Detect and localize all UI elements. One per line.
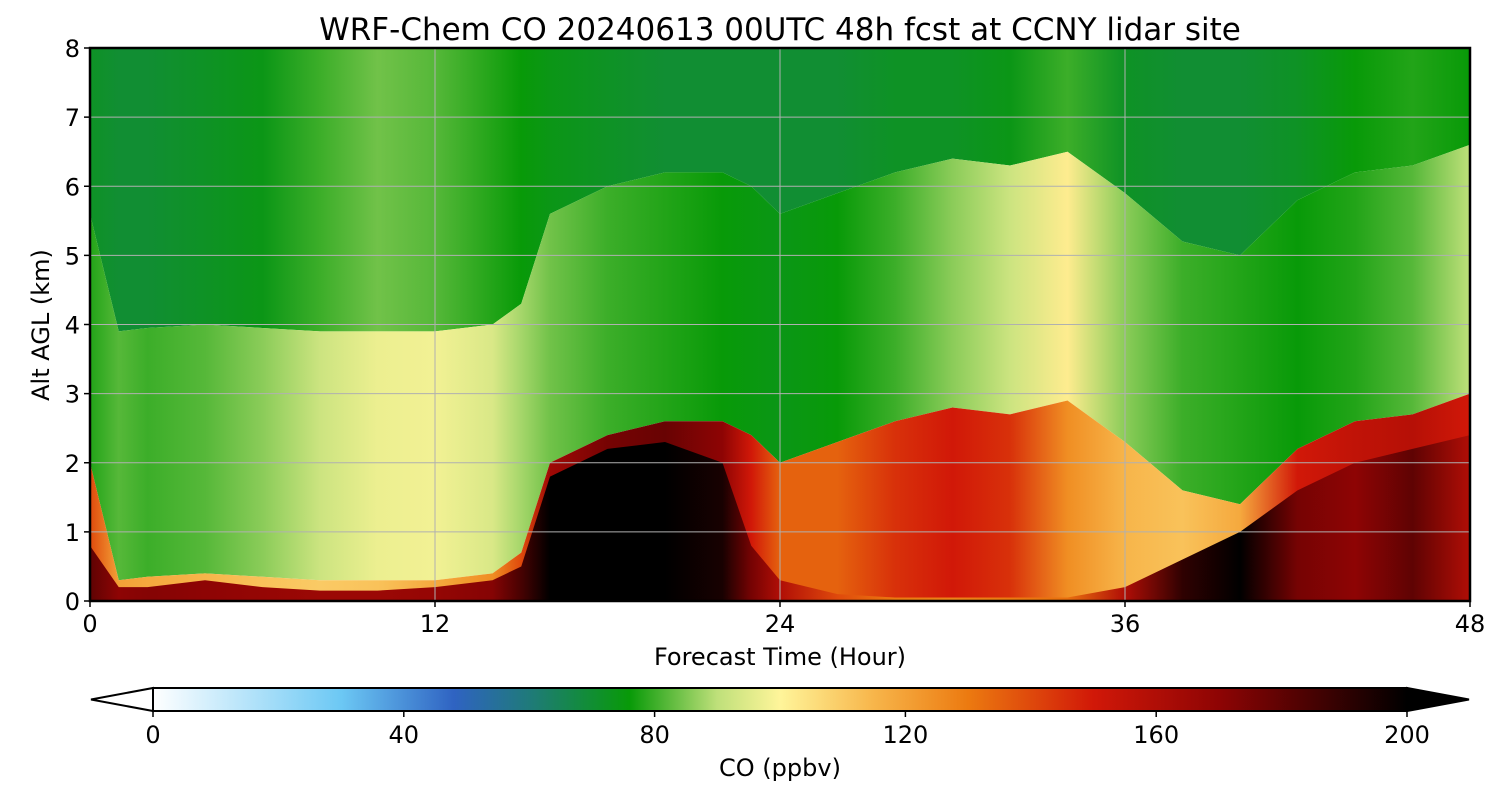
y-tick-label: 7 (65, 104, 80, 132)
y-tick-label: 6 (65, 173, 80, 201)
colorbar-label: CO (ppbv) (719, 754, 841, 782)
x-axis-label: Forecast Time (Hour) (654, 643, 906, 671)
colorbar-ticks: 0 40 80 120 160 200 (145, 711, 1430, 749)
colorbar-under-extension (90, 686, 154, 713)
y-tick-label: 4 (65, 312, 80, 340)
colorbar-tick-label: 40 (389, 721, 420, 749)
colorbar-body (152, 687, 1408, 712)
chart-title: WRF-Chem CO 20240613 00UTC 48h fcst at C… (319, 12, 1241, 48)
colorbar-tick-label: 0 (145, 721, 160, 749)
colorbar: 0 40 80 120 160 200 (90, 686, 1470, 749)
colorbar-tick-label: 200 (1384, 721, 1430, 749)
y-axis-label: Alt AGL (km) (27, 249, 55, 401)
colorbar-over-extension (1406, 686, 1470, 713)
x-tick-label: 0 (82, 610, 97, 638)
polluted-core-layer (90, 435, 1470, 601)
x-tick-label: 24 (765, 610, 796, 638)
y-tick-label: 5 (65, 242, 80, 270)
x-axis: 0 12 24 36 48 (82, 601, 1485, 638)
y-tick-label: 2 (65, 450, 80, 478)
y-axis: 0 1 2 3 4 5 6 7 8 (65, 35, 90, 616)
grid-lines (90, 48, 1470, 601)
y-tick-label: 8 (65, 35, 80, 63)
y-tick-label: 0 (65, 588, 80, 616)
colorbar-tick-label: 80 (639, 721, 670, 749)
colorbar-tick-label: 120 (882, 721, 928, 749)
x-tick-label: 36 (1110, 610, 1141, 638)
y-tick-label: 1 (65, 519, 80, 547)
y-tick-label: 3 (65, 381, 80, 409)
x-tick-label: 12 (420, 610, 451, 638)
colorbar-tick-label: 160 (1133, 721, 1179, 749)
x-tick-label: 48 (1455, 610, 1486, 638)
